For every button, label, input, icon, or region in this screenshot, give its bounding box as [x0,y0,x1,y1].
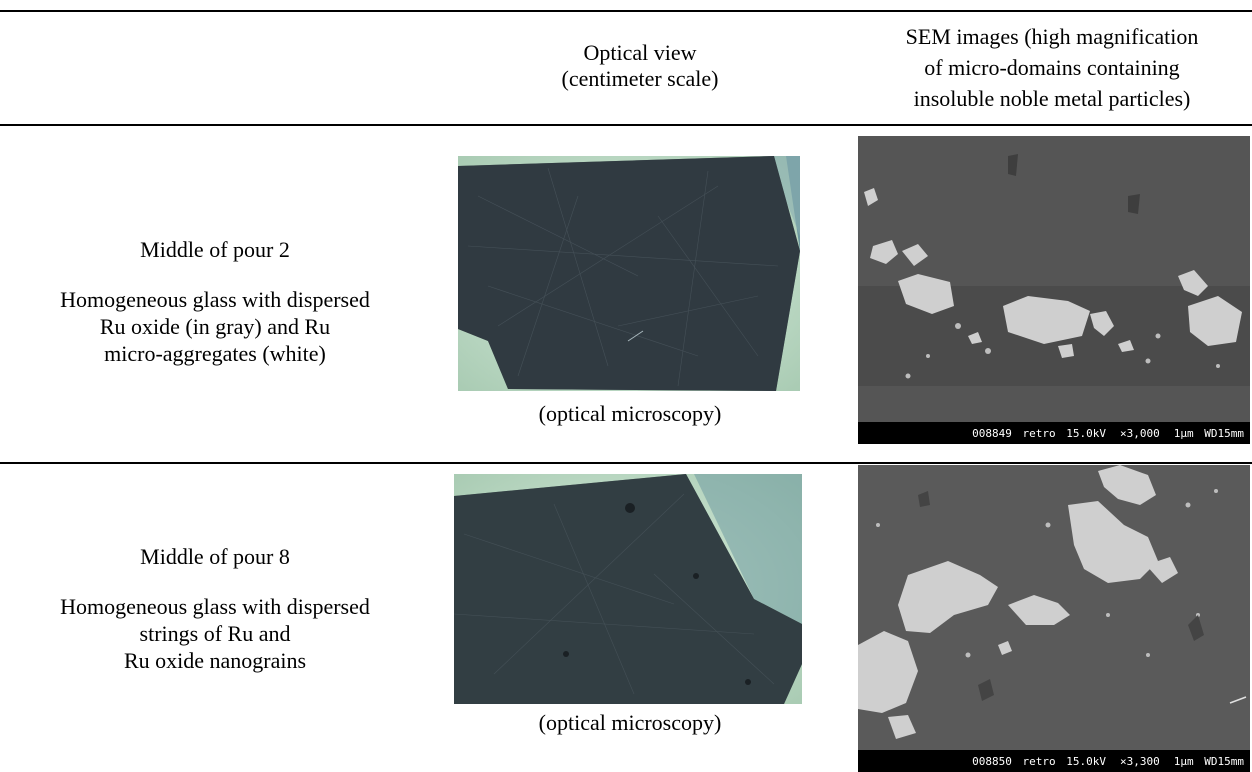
row2-sem-info: 008850 retro 15.0kV ×3,300 1μm WD15mm [972,754,1244,769]
row1-desc-line2: Ru oxide (in gray) and Ru [99,314,331,339]
row2-sem-image: 008850 retro 15.0kV ×3,300 1μm WD15mm [858,465,1250,772]
header-sem: SEM images (high magnification of micro-… [852,21,1252,114]
row1-optical-photo [458,156,800,391]
header-sem-line2: of micro-domains containing [924,55,1180,80]
header-sem-line3: insoluble noble metal particles) [913,86,1191,111]
row1-desc-line3: micro-aggregates (white) [104,341,326,366]
row1-title: Middle of pour 2 [140,237,290,262]
row1-sem-kv: 15.0kV [1066,427,1106,440]
row1-sem-image: 008849 retro 15.0kV ×3,000 1μm WD15mm [858,136,1250,444]
header-rule [0,124,1252,126]
top-rule [0,10,1252,12]
header-optical-line2: (centimeter scale) [561,66,719,91]
row2-sem-mode: retro [1022,755,1056,768]
row2-sem-scale: 1μm [1173,755,1194,768]
row2-desc-line3: Ru oxide nanograins [123,648,307,673]
row1-sem-wd: WD15mm [1204,427,1244,440]
row2-sem-id: 008850 [972,755,1012,768]
row1-sem-databar: 008849 retro 15.0kV ×3,000 1μm WD15mm [858,422,1250,444]
row-divider-rule [0,462,1252,464]
row2-sem-mag: ×3,300 [1120,755,1160,768]
row2-sem-kv: 15.0kV [1066,755,1106,768]
row1-sem-id: 008849 [972,427,1012,440]
row2-desc-line2: strings of Ru and [139,621,291,646]
row2-optical-caption: (optical microscopy) [538,710,722,735]
header-optical-line1: Optical view [583,40,697,65]
row1-sem-scale: 1μm [1173,427,1194,440]
row2-label: Middle of pour 8 Homogeneous glass with … [0,543,430,674]
row1-desc-line1: Homogeneous glass with dispersed [60,287,370,312]
row1-optical-caption: (optical microscopy) [538,401,722,426]
row1-label: Middle of pour 2 Homogeneous glass with … [0,236,430,367]
row2-title: Middle of pour 8 [140,544,290,569]
header-optical: Optical view (centimeter scale) [500,40,780,92]
row1-sem-mode: retro [1022,427,1056,440]
row2-optical-photo [454,474,802,704]
header-sem-line1: SEM images (high magnification [905,24,1199,49]
row2-sem-databar: 008850 retro 15.0kV ×3,300 1μm WD15mm [858,750,1250,772]
row2-sem-wd: WD15mm [1204,755,1244,768]
row2-desc-line1: Homogeneous glass with dispersed [60,594,370,619]
row1-sem-info: 008849 retro 15.0kV ×3,000 1μm WD15mm [972,426,1244,441]
row1-sem-mag: ×3,000 [1120,427,1160,440]
